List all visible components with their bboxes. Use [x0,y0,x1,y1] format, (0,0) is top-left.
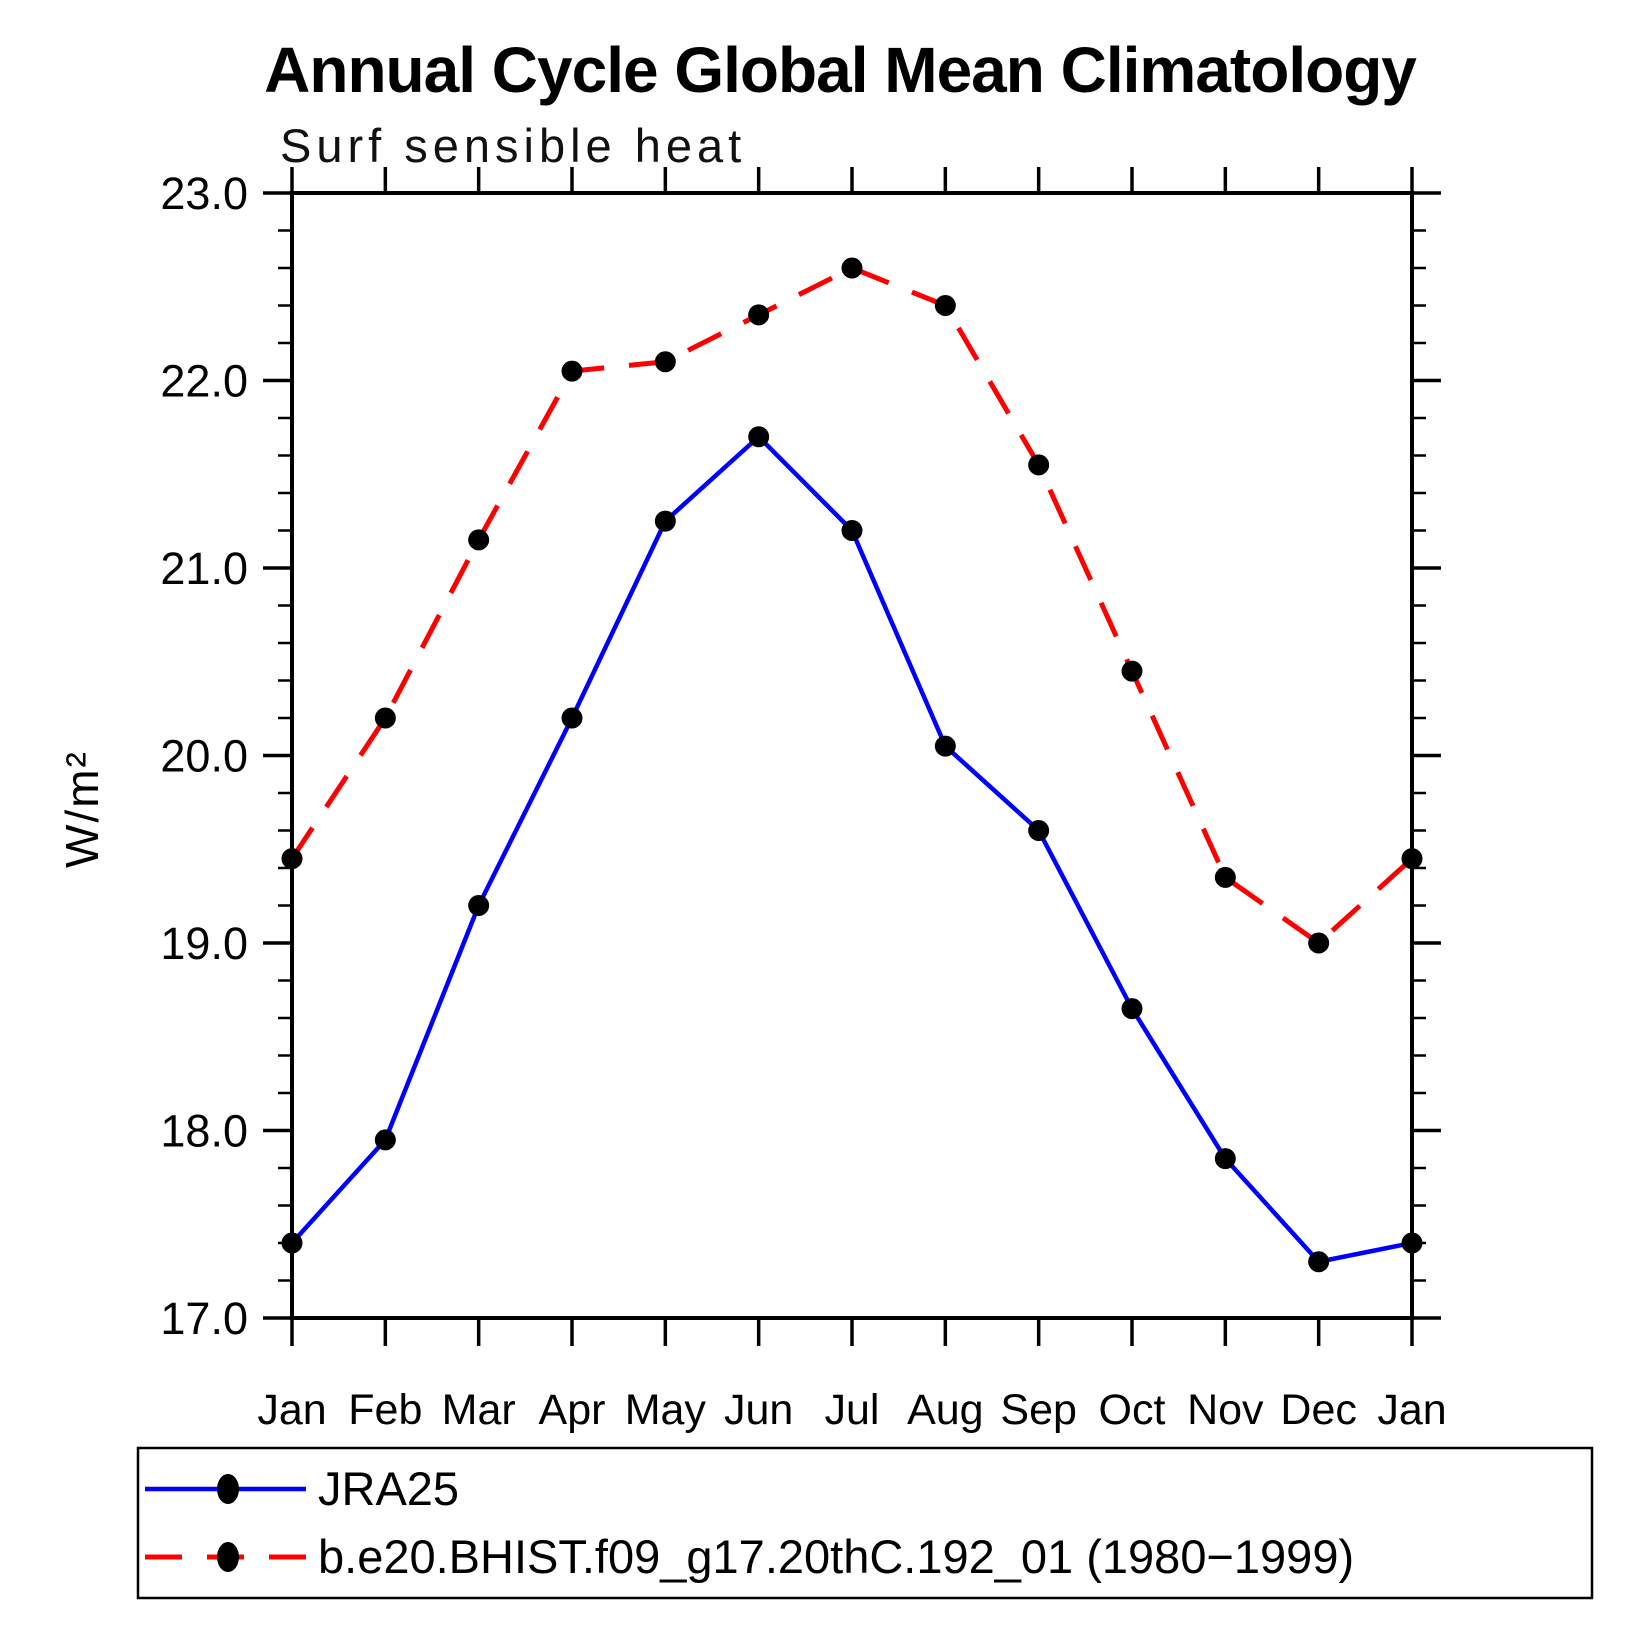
series-marker-1 [1121,660,1143,682]
series-marker-0 [281,1232,303,1254]
x-tick-label: Sep [1000,1386,1077,1434]
series-marker-0 [1401,1232,1423,1254]
series-marker-0 [841,520,863,541]
legend-label-model: b.e20.BHIST.f09_g17.20thC.192_01 (1980−1… [318,1530,1354,1583]
series-marker-1 [374,707,396,729]
x-tick-label: Jan [257,1386,326,1434]
series-line-1 [289,265,1414,946]
series-marker-0 [1214,1148,1236,1170]
series-marker-0 [1308,1251,1330,1273]
series-marker-1 [654,351,676,373]
y-tick-label: 19.0 [160,918,248,969]
series-marker-0 [748,426,770,448]
series-marker-1 [841,257,863,279]
y-tick-label: 23.0 [160,168,248,219]
series-marker-1 [1308,932,1330,954]
legend-marker-model [217,1542,239,1572]
plot-area: 17.0 18.0 19.0 20.0 21.0 22.0 23.0 Jan Feb Mar Apr… [160,167,1447,1434]
series-marker-1 [468,529,490,551]
chart-subtitle: Surf sensible heat [280,119,746,172]
series-marker-0 [934,735,956,757]
series-marker-1 [934,295,956,316]
x-tick-label: Apr [539,1386,606,1434]
legend-box [136,1446,1594,1600]
x-tick-label: Oct [1099,1386,1166,1434]
series-marker-0 [1028,820,1050,841]
legend-marker-jra25 [217,1474,239,1504]
series-marker-0 [561,707,583,729]
legend-label-jra25: JRA25 [318,1462,459,1515]
x-tick-label: Dec [1280,1386,1356,1434]
x-tick-label: Nov [1187,1386,1264,1434]
series-marker-1 [281,848,303,870]
series-marker-0 [468,895,490,916]
x-tick-label: Jul [825,1386,880,1434]
y-tick-label: 18.0 [160,1106,248,1157]
series-marker-1 [561,360,583,382]
x-tick-label: May [625,1386,707,1434]
series-line-0 [290,434,1413,1264]
series-marker-1 [1214,866,1236,888]
y-axis-label: W/m² [56,750,108,868]
x-tick-label: Jun [724,1386,793,1434]
plot-frame [290,191,1414,1320]
y-tick-label: 17.0 [160,1293,248,1344]
y-tick-label: 21.0 [160,543,248,594]
series-marker-1 [748,304,770,326]
series-marker-0 [374,1129,396,1151]
x-tick-label: Mar [442,1386,516,1434]
series-marker-1 [1401,848,1423,870]
y-tick-label: 20.0 [160,731,248,782]
x-tick-label: Feb [348,1386,422,1434]
series-marker-1 [1028,454,1050,476]
chart-title: Annual Cycle Global Mean Climatology [264,34,1417,106]
series-marker-0 [654,510,676,532]
x-tick-label: Aug [907,1386,984,1434]
y-tick-label: 22.0 [160,356,248,407]
series-marker-0 [1121,998,1143,1020]
legend: JRA25 b.e20.BHIST.f09_g17.20thC.192_01 (… [136,1446,1594,1600]
x-tick-label: Jan [1377,1386,1446,1434]
